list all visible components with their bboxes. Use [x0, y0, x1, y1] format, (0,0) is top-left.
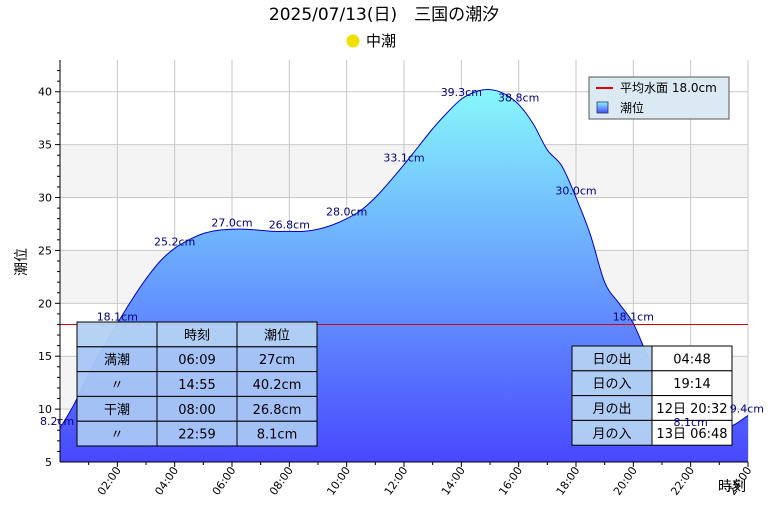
sun-moon-table-cell-text: 月の入 — [592, 427, 631, 442]
tide-table-cell — [76, 346, 158, 373]
tide-table-cell-text: 〃 — [110, 428, 123, 443]
y-tick-label: 25 — [38, 244, 52, 257]
data-label: 9.4cm — [730, 402, 764, 415]
tide-table-cell-text: 06:09 — [178, 353, 215, 368]
sun-moon-table-cell — [571, 395, 653, 421]
x-tick-label: 08:00 — [267, 464, 296, 497]
data-label: 27.0cm — [211, 216, 252, 229]
data-label: 39.3cm — [441, 86, 482, 99]
sun-moon-table-cell-text: 04:48 — [673, 352, 710, 367]
data-label: 33.1cm — [383, 152, 424, 165]
tide-table-cell — [156, 420, 238, 447]
tide-table-cell-text: 26.8cm — [253, 403, 302, 418]
legend-mean-label: 平均水面 18.0cm — [620, 81, 717, 95]
y-tick-label: 20 — [38, 297, 52, 310]
sun-moon-table-cell — [651, 419, 733, 446]
y-tick-label: 5 — [45, 456, 52, 469]
tide-table-cell — [156, 346, 238, 373]
tide-table-cell — [236, 420, 318, 447]
y-tick-label: 40 — [38, 86, 52, 99]
y-tick-labels: 5 10 15 20 25 30 35 40 — [38, 86, 52, 469]
y-tick-label: 35 — [38, 139, 52, 152]
legend-tide-label: 潮位 — [620, 100, 644, 115]
axes — [55, 60, 749, 467]
data-label: 18.1cm — [97, 310, 138, 323]
x-tick-label: 10:00 — [324, 464, 353, 497]
tide-table-cell — [236, 395, 318, 422]
data-label: 18.1cm — [613, 310, 654, 323]
x-tick-label: 12:00 — [382, 464, 411, 497]
x-tick-labels: 02:00 04:00 06:00 08:00 10:00 12:00 14:00 16:00… — [95, 464, 754, 497]
sun-moon-table-cell — [651, 395, 733, 421]
sun-moon-table-cell-text: 月の出 — [592, 402, 631, 417]
x-tick-label: 02:00 — [95, 464, 124, 497]
sun-moon-table-cell-text: 日の出 — [592, 352, 631, 367]
y-tick-label: 10 — [38, 403, 52, 416]
tide-table-cell-text: 時刻 — [184, 328, 210, 343]
chart-subtitle: 中潮 — [366, 32, 396, 50]
data-label: 8.1cm — [674, 416, 708, 429]
x-tick-label: 22:00 — [668, 464, 697, 497]
tide-table-cell-text: 14:55 — [178, 378, 215, 393]
tide-table-cell — [156, 371, 238, 397]
sun-moon-table-cell-text: 19:14 — [673, 377, 710, 392]
x-axis-label: 時刻 — [718, 479, 746, 495]
y-tick-label: 30 — [38, 192, 52, 205]
legend-tide-swatch — [596, 101, 609, 114]
data-label: 38.8cm — [498, 91, 539, 104]
data-label: 8.2cm — [40, 415, 74, 428]
tide-table-cell — [236, 321, 318, 348]
data-labels: 8.2cm 18.1cm 25.2cm 27.0cm 26.8cm 28.0cm 33.1c… — [40, 86, 764, 429]
tide-table-cell — [156, 321, 238, 348]
sun-moon-table-cell-text: 13日 06:48 — [656, 427, 727, 442]
tide-table-cell — [236, 346, 318, 373]
x-tick-label: 16:00 — [496, 464, 525, 497]
tide-table-cell-text: 干潮 — [104, 403, 130, 418]
tide-table-cell-text: 08:00 — [178, 403, 215, 418]
tide-table-cell — [236, 371, 318, 397]
data-label: 28.0cm — [326, 206, 367, 219]
tide-table-cell — [76, 395, 158, 422]
data-label: 30.0cm — [555, 185, 596, 198]
x-tick-label: 18:00 — [554, 464, 583, 497]
x-tick-label: 06:00 — [210, 464, 239, 497]
sun-moon-table-cell-text: 12日 20:32 — [656, 402, 727, 417]
tide-table-cell — [76, 321, 158, 348]
tide-table-cell-text: 40.2cm — [253, 378, 302, 393]
tide-table-cell-text: 8.1cm — [257, 428, 298, 443]
legend-box — [588, 76, 730, 120]
tide-table-cell-text: 潮位 — [264, 328, 290, 343]
sun-moon-table: 日の出 04:48 日の入 19:14 月の出 12日 20:32 月の入 13日 06:48 — [571, 345, 733, 446]
tide-table-cell — [76, 420, 158, 447]
tide-table-cell-text: 満潮 — [104, 353, 130, 368]
legend: 平均水面 18.0cm 潮位 — [588, 76, 730, 120]
y-tick-label: 15 — [38, 350, 52, 363]
moon-phase-icon — [346, 34, 360, 48]
tide-curve — [59, 89, 749, 430]
y-axis-label: 潮位 — [14, 248, 30, 276]
sun-moon-table-cell-text: 日の入 — [592, 377, 631, 392]
sun-moon-table-cell — [651, 345, 733, 372]
tide-table-cell-text: 〃 — [110, 378, 123, 393]
data-label: 26.8cm — [269, 218, 310, 231]
x-tick-label: 04:00 — [152, 464, 181, 497]
tide-table-cell-text: 22:59 — [178, 428, 215, 443]
x-tick-label: 20:00 — [611, 464, 640, 497]
chart-title: 2025/07/13(日) 三国の潮汐 — [269, 5, 499, 25]
x-tick-label: 14:00 — [439, 464, 468, 497]
data-label: 25.2cm — [154, 235, 195, 248]
tide-table-cell-text: 27cm — [259, 353, 295, 368]
